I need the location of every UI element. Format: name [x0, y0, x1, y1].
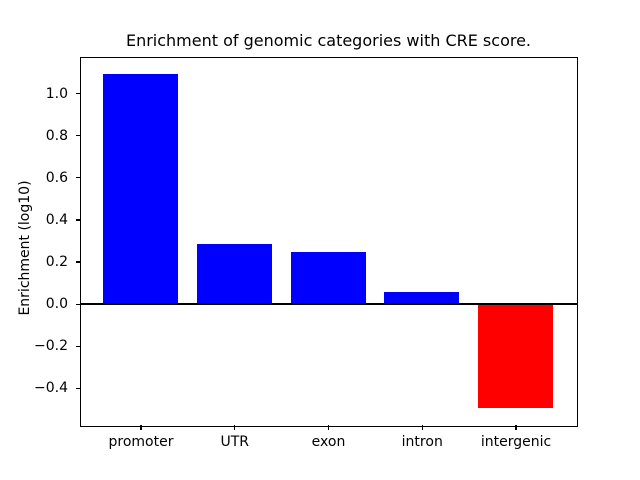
y-axis-label: Enrichment (log10) [17, 180, 33, 316]
y-tick-label: −0.2 [34, 338, 68, 355]
bars-layer [81, 58, 577, 426]
plot-area [79, 56, 578, 427]
x-tick-label: UTR [220, 434, 250, 450]
bar-intergenic [478, 303, 553, 408]
chart-title: Enrichment of genomic categories with CR… [125, 31, 532, 50]
zero-baseline [80, 302, 577, 305]
x-tick-label: exon [311, 434, 346, 450]
bar-UTR [196, 243, 272, 304]
bar-intron [384, 292, 460, 304]
x-tick-label: intergenic [480, 434, 552, 450]
x-tick-label: intron [401, 434, 443, 450]
y-tick-label: −0.4 [34, 380, 68, 397]
bar-exon [290, 252, 366, 304]
bar-promoter [103, 74, 178, 304]
y-tick-label: 1.0 [45, 85, 68, 102]
x-tick-label: promoter [108, 434, 174, 450]
y-tick-label: 0.8 [45, 127, 68, 144]
